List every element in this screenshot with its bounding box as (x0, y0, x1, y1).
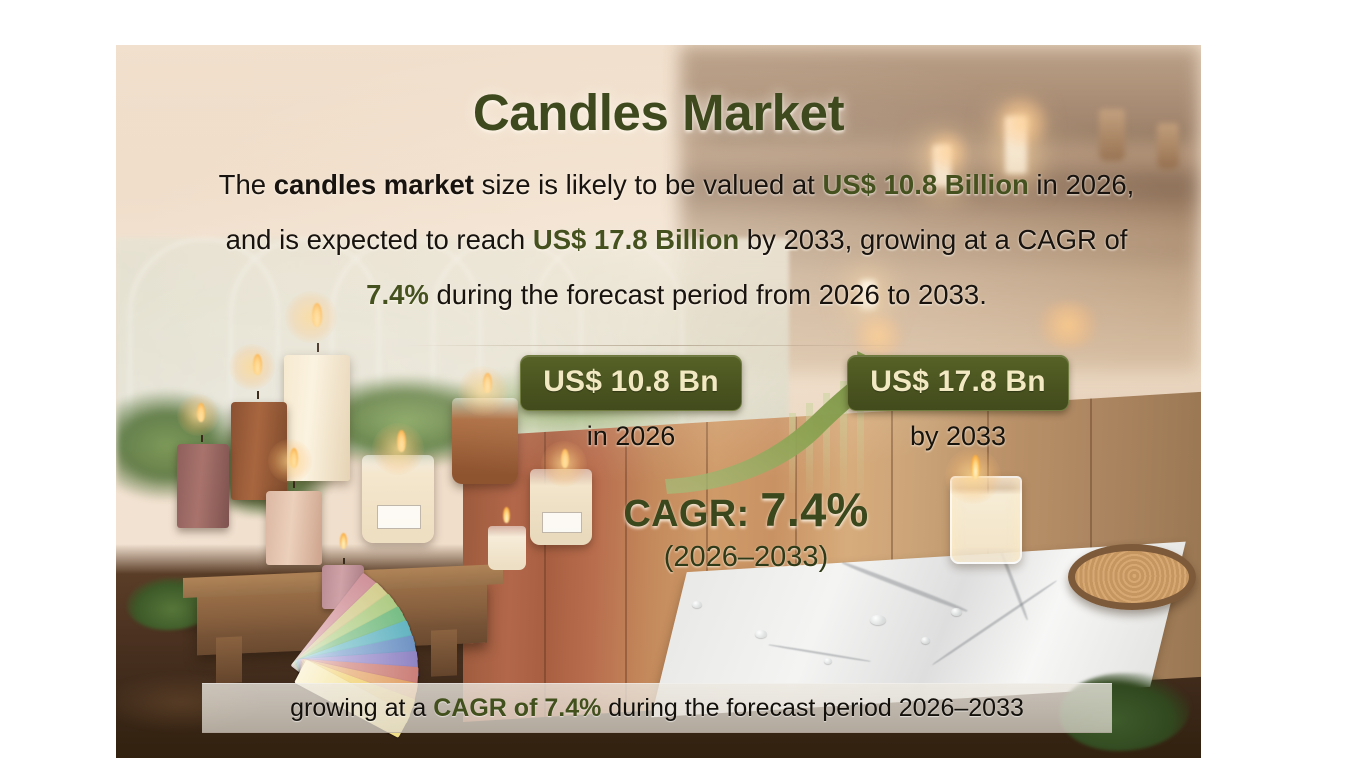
stat-2026: US$ 10.8 Bn in 2026 (501, 355, 761, 452)
stat-caption-2026: in 2026 (586, 421, 676, 451)
water-droplet (951, 608, 963, 617)
description-paragraph: The candles market size is likely to be … (194, 157, 1159, 322)
candle-wick (200, 435, 203, 442)
candle-flame-icon (339, 532, 347, 549)
candle-glow (228, 344, 275, 391)
stat-badge-10-8bn: US$ 10.8 Bn (520, 355, 742, 411)
candle-glow (457, 365, 508, 416)
candle-glow (285, 290, 338, 343)
water-droplet (870, 615, 887, 626)
candle-wick (257, 390, 260, 399)
infographic-content: Candles Market The candles market size i… (116, 45, 1201, 758)
desc-value-cagr: 7.4% (366, 279, 429, 310)
candle-label (542, 512, 583, 533)
banner-segment: during the forecast period 2026–2033 (601, 693, 1024, 722)
banner-cagr-highlight: CAGR of 7.4% (433, 693, 602, 722)
shelf-candle-glow (848, 315, 909, 356)
stat-caption-2033: by 2033 (909, 421, 1007, 451)
shelf-jar-icon (1099, 109, 1126, 162)
page-title: Candles Market (472, 84, 845, 141)
desc-value-2033: US$ 17.8 Billion (532, 224, 740, 255)
desc-segment: during the forecast period from 2026 to … (428, 279, 987, 310)
water-droplet (755, 629, 767, 638)
candle-flame-icon (970, 454, 980, 479)
shelf-candle-glow (995, 94, 1050, 149)
desc-segment: in 2026, and is expected to reach (225, 169, 1135, 255)
cagr-period: (2026–2033) (663, 541, 829, 573)
candle-wick (292, 481, 295, 489)
footer-banner-text: growing at a CAGR of 7.4% during the for… (290, 694, 1024, 723)
water-droplet (691, 601, 702, 609)
infographic-card: Candles Market The candles market size i… (116, 45, 1201, 758)
desc-segment: size is likely to be valued at (473, 169, 823, 200)
pillar-candle-mauve (176, 444, 229, 529)
desc-segment: by 2033, growing at a CAGR of (739, 224, 1128, 255)
pillar-candle-blush (265, 490, 322, 565)
desc-segment: The (218, 169, 274, 200)
shelf-jar-icon (1157, 123, 1180, 170)
candle-glow (176, 394, 219, 437)
candle-glow (267, 438, 312, 483)
candle-glow (372, 422, 425, 475)
cagr-block: CAGR: 7.4% (2026–2033) (546, 482, 946, 574)
shelf-candle-glow (1033, 301, 1104, 348)
cagr-value: 7.4% (760, 483, 869, 536)
banner-segment: growing at a (290, 693, 434, 722)
candle-label (377, 504, 422, 529)
shelf-candle-glow (925, 130, 968, 173)
candle-flame-icon (503, 507, 511, 524)
horizontal-divider (404, 345, 916, 346)
stat-badge-17-8bn: US$ 17.8 Bn (847, 355, 1069, 411)
cagr-headline: CAGR: 7.4% (546, 482, 946, 537)
footer-banner: growing at a CAGR of 7.4% during the for… (202, 683, 1112, 733)
wood-log-slice (1067, 544, 1196, 611)
water-droplet (920, 636, 930, 644)
desc-value-2026: US$ 10.8 Billion (822, 169, 1029, 200)
candle-glow (541, 441, 588, 488)
candle-wick (316, 343, 319, 353)
water-droplet (824, 658, 833, 665)
desc-bold-candles-market: candles market (273, 169, 474, 200)
candle-wick (342, 558, 345, 565)
votive-candle-small (488, 526, 527, 571)
cagr-label: CAGR: (623, 493, 761, 535)
shelf-candle-icon (859, 280, 876, 311)
stat-2033: US$ 17.8 Bn by 2033 (828, 355, 1088, 452)
